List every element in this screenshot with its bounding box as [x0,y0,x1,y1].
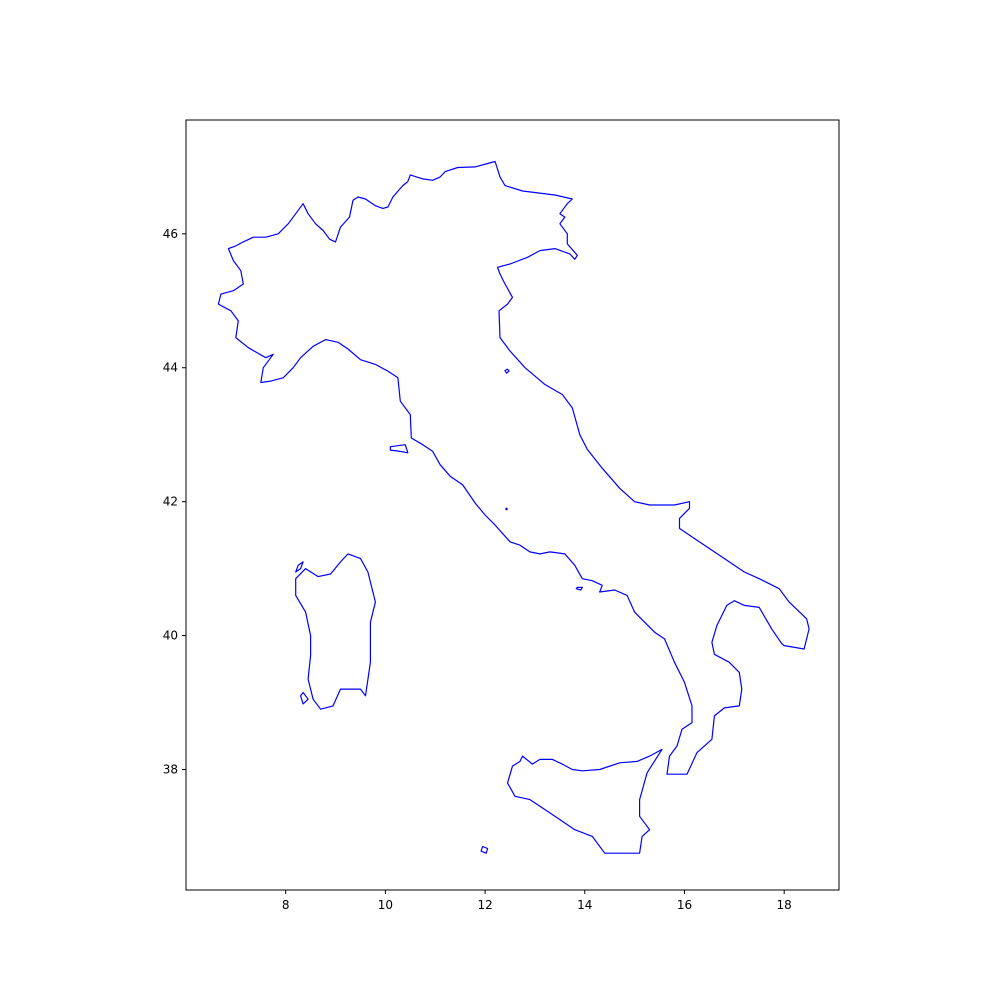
outline-venice-islet [504,368,510,374]
outline-sardinia-southwest-island [300,691,309,705]
y-axis: 38 40 42 44 46 [163,227,186,776]
outline-sardinia-northwest-island [295,561,304,573]
x-tick-label: 10 [378,898,393,912]
outline-capri [575,586,583,591]
outline-layer [217,160,810,854]
axes-frame [185,119,840,891]
x-tick-label: 18 [777,898,792,912]
axes-background [186,120,839,890]
outline-pantelleria [480,845,489,854]
x-tick-label: 12 [477,898,492,912]
y-tick-label: 46 [163,227,178,241]
x-tick-label: 8 [282,898,290,912]
y-tick-label: 38 [163,762,178,776]
y-tick-label: 40 [163,629,178,643]
x-tick-label: 16 [677,898,692,912]
x-axis: 8 10 12 14 16 18 [282,890,792,912]
outline-mainland [217,160,810,775]
y-tick-label: 42 [163,495,178,509]
x-tick-label: 14 [577,898,592,912]
outline-sicily [506,748,663,854]
outline-sardinia [295,553,376,710]
outline-ponza [505,507,508,511]
outline-elba [389,444,409,454]
y-tick-label: 44 [163,361,178,375]
